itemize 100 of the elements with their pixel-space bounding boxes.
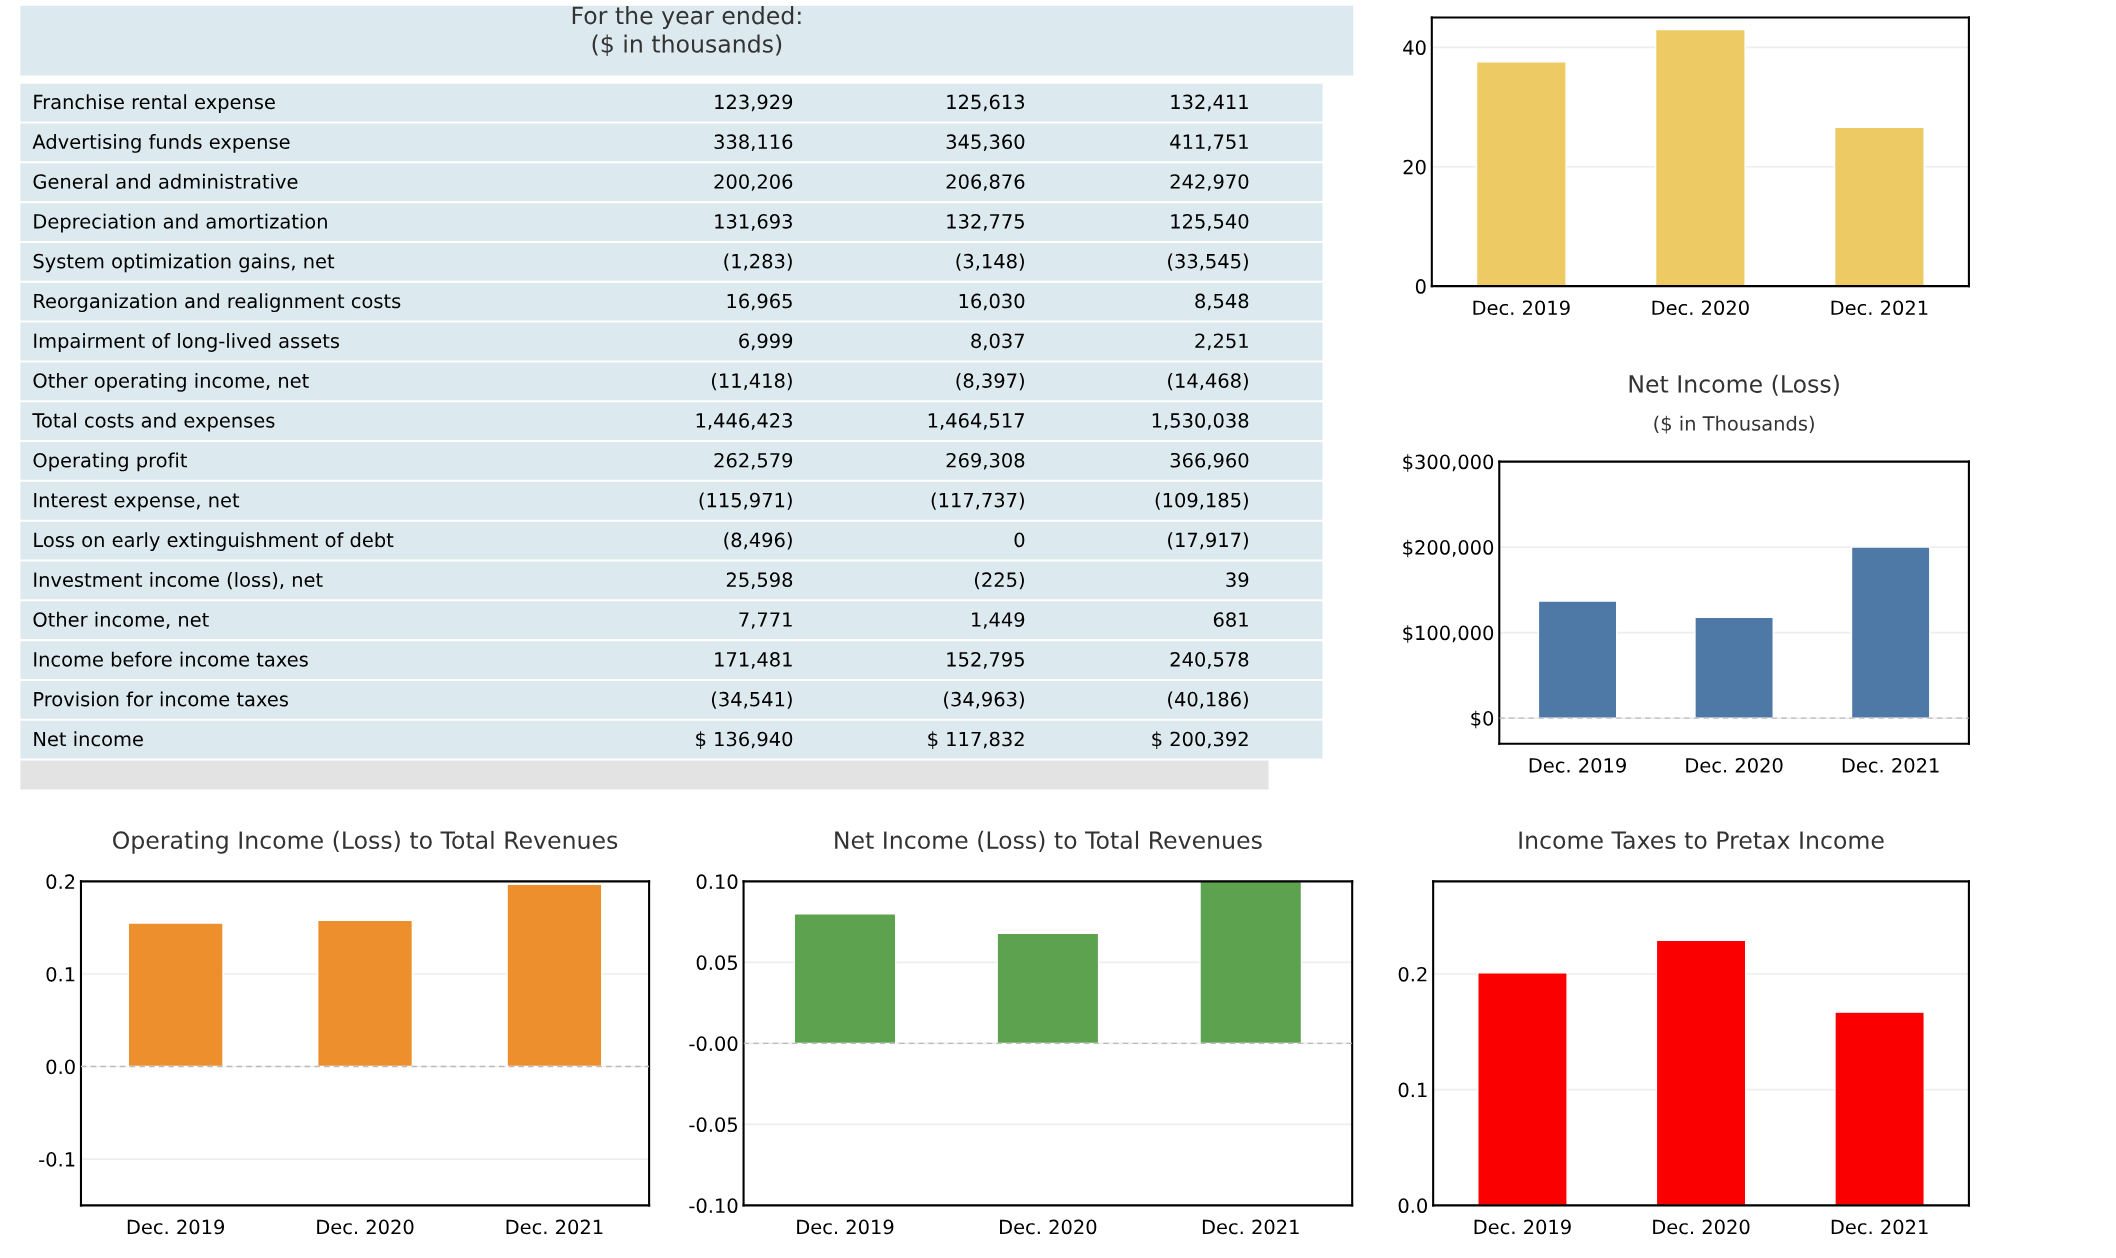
data-label: (3,148) (956, 253, 1024, 271)
data-label: 1,449 (972, 612, 1025, 629)
data-label: $ 117,832 (928, 731, 1024, 749)
category-label: Total costs and expenses (32, 412, 275, 432)
data-label: (11,418) (711, 372, 792, 391)
y-tick-label: 0.0 (46, 1059, 75, 1075)
data-label: 123,929 (715, 94, 793, 112)
data-label: (225) (975, 572, 1024, 590)
data-label: (109,185) (1155, 492, 1248, 510)
data-label: (33,545) (1168, 253, 1248, 271)
bar (1833, 126, 1925, 287)
category-label: Loss on early extinguishment of debt (34, 532, 394, 552)
category-label: General and administrative (33, 173, 298, 189)
y-tick-label: 0 (1415, 279, 1426, 294)
data-label: 8,548 (1195, 293, 1249, 311)
bar (1537, 600, 1618, 719)
data-label: $ 136,940 (696, 731, 793, 749)
data-label: 1,464,517 (928, 413, 1024, 430)
data-label: (34,541) (711, 691, 792, 709)
data-label: 39 (1226, 572, 1249, 588)
bar (1477, 972, 1568, 1206)
data-label: 132,775 (947, 213, 1024, 231)
data-label: (1,283) (724, 253, 792, 271)
category-label: Franchise rental expense (34, 94, 275, 114)
x-tick-label: Dec. 2020 (1000, 1219, 1097, 1235)
category-label: Depreciation and amortization (34, 213, 327, 233)
bar (1475, 61, 1567, 287)
bar (1694, 616, 1774, 719)
data-label: 1,530,038 (1152, 413, 1249, 430)
data-label: 1,446,423 (696, 413, 792, 430)
category-label: Investment income (loss), net (34, 572, 323, 590)
bar (996, 932, 1100, 1045)
text: For the year ended: (572, 6, 801, 29)
category-label: Other income, net (33, 611, 209, 629)
x-tick-label: Dec. 2019 (797, 1219, 894, 1235)
y-tick-label: $100,000 (1403, 625, 1494, 643)
x-tick-label: Dec. 2020 (317, 1219, 414, 1235)
data-label: 206,876 (946, 174, 1025, 191)
category-label: Interest expense, net (34, 492, 240, 512)
data-label: 681 (1213, 612, 1248, 627)
bar (1850, 546, 1931, 719)
text: ($ in thousands) (592, 34, 782, 56)
data-label: 16,030 (959, 293, 1025, 311)
category-label: Provision for income taxes (34, 691, 288, 707)
x-tick-label: Dec. 2019 (1473, 300, 1570, 316)
y-tick-label: 0.2 (1398, 966, 1427, 982)
data-label: 131,693 (715, 213, 792, 231)
bar (1655, 939, 1747, 1206)
data-label: 7,771 (739, 612, 792, 629)
category-label: Operating profit (33, 452, 187, 472)
data-label: (8,496) (724, 532, 792, 550)
chart-title: Income Taxes to Pretax Income (1519, 831, 1884, 850)
bar (127, 922, 224, 1068)
data-label: 16,965 (727, 293, 792, 311)
category-label: Advertising funds expense (32, 134, 290, 153)
data-label: 0 (1014, 532, 1025, 548)
x-tick-label: Dec. 2021 (1842, 757, 1939, 773)
data-label: 6,999 (739, 333, 793, 351)
y-tick-label: -0.00 (689, 1036, 738, 1052)
y-tick-label: 0.2 (46, 874, 75, 890)
y-tick-label: -0.10 (689, 1198, 738, 1214)
data-label: 366,960 (1170, 452, 1249, 470)
data-label: 240,578 (1170, 651, 1249, 669)
bar (506, 883, 603, 1068)
data-label: 25,598 (726, 572, 793, 590)
x-tick-label: Dec. 2021 (1202, 1219, 1299, 1235)
x-tick-label: Dec. 2019 (1474, 1219, 1571, 1235)
y-tick-label: $200,000 (1403, 539, 1494, 558)
chart-title: Operating Income (Loss) to Total Revenues (113, 830, 618, 854)
bar (1199, 881, 1303, 1045)
data-label: 345,360 (946, 134, 1025, 152)
category-label: Impairment of long-lived assets (34, 333, 340, 352)
data-label: (17,917) (1168, 532, 1248, 550)
y-tick-label: 0.1 (1398, 1082, 1427, 1098)
y-tick-label: 20 (1403, 159, 1426, 175)
x-tick-label: Dec. 2021 (1831, 300, 1928, 316)
data-label: $ 200,392 (1152, 731, 1248, 749)
chart-title: Net Income (Loss) (1629, 374, 1839, 396)
bar (793, 913, 897, 1045)
bar (1834, 1011, 1925, 1206)
bar (1654, 28, 1746, 287)
x-tick-label: Dec. 2019 (127, 1219, 225, 1235)
y-tick-label: 0.10 (696, 874, 738, 890)
data-label: (14,468) (1168, 372, 1248, 391)
x-tick-label: Dec. 2019 (1529, 757, 1626, 773)
x-tick-label: Dec. 2020 (1653, 1219, 1750, 1235)
data-label: (34,963) (944, 691, 1024, 709)
category-label: Reorganization and realignment costs (34, 293, 401, 313)
y-tick-label: -0.05 (689, 1117, 738, 1133)
y-tick-label: -0.1 (39, 1152, 75, 1167)
chart-subtitle: ($ in Thousands) (1654, 415, 1814, 434)
chart-title: Net Income (Loss) to Total Revenues (835, 830, 1262, 852)
data-label: 2,251 (1195, 333, 1248, 351)
y-tick-label: 40 (1403, 40, 1426, 56)
data-label: 262,579 (714, 452, 793, 470)
category-label: Net income (34, 731, 143, 747)
data-label: 411,751 (1170, 134, 1248, 152)
data-label: 125,540 (1171, 213, 1249, 231)
data-label: (115,971) (699, 492, 792, 510)
data-label: 132,411 (1171, 94, 1248, 112)
